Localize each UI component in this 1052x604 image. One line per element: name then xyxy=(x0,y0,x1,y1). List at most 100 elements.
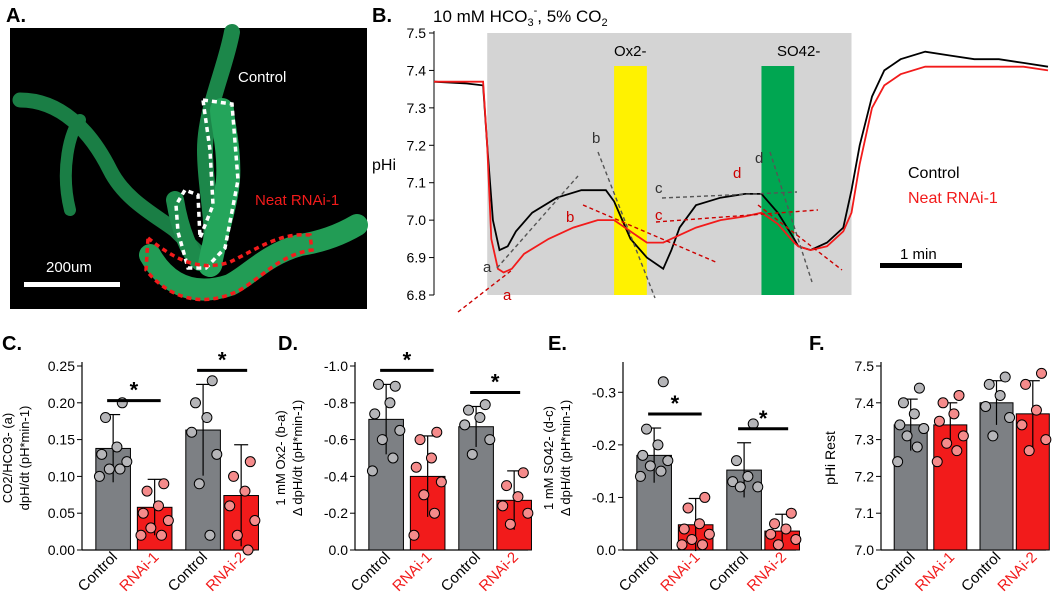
data-point xyxy=(158,478,170,490)
bar-y-label-line1: 1 mM Ox2- (b-a) xyxy=(273,410,288,505)
bar-category-label: Control xyxy=(75,549,121,595)
data-point xyxy=(655,465,667,477)
panel-e-letter: E. xyxy=(548,333,567,355)
data-point xyxy=(769,518,781,530)
data-point xyxy=(730,455,742,467)
data-point xyxy=(652,439,664,451)
data-point xyxy=(410,461,422,473)
legend-control: Control xyxy=(908,165,960,182)
bar-category-label: RNAi-1 xyxy=(116,549,162,595)
data-point xyxy=(145,522,157,534)
data-point xyxy=(682,502,694,514)
data-point xyxy=(641,423,653,435)
bar-y-label-line2: dpH/dt (pH*min-1) xyxy=(17,406,32,511)
condition-sub3: 3 xyxy=(527,17,533,29)
bar-category-label: RNAi-1 xyxy=(657,549,703,595)
panel-a-letter: A. xyxy=(6,5,26,27)
marker-a-rnai: a xyxy=(503,287,512,304)
data-point xyxy=(189,397,201,409)
slope-line-c-control xyxy=(661,191,798,199)
data-point xyxy=(897,397,909,409)
slope-line-b-control xyxy=(597,151,656,299)
data-point xyxy=(431,426,443,438)
trace-y-tick-label: 7.0 xyxy=(407,212,427,228)
data-point xyxy=(242,544,254,556)
trace-y-label: pHi xyxy=(372,157,396,174)
data-point xyxy=(892,456,904,468)
data-point xyxy=(429,507,441,519)
data-point xyxy=(389,380,401,392)
data-point xyxy=(948,408,960,420)
data-point xyxy=(111,441,123,453)
data-point xyxy=(987,430,999,442)
data-point xyxy=(780,523,792,535)
data-point xyxy=(785,507,797,519)
trace-y-tick-label: 6.8 xyxy=(407,287,427,303)
trace-y-tick-label: 7.2 xyxy=(407,137,427,153)
bar-y-tick-label: -0.1 xyxy=(592,489,616,505)
data-point xyxy=(373,378,385,390)
sulfate-bar xyxy=(761,66,795,295)
bar-y-tick-label: 0.05 xyxy=(48,505,75,521)
data-point xyxy=(1040,434,1052,446)
trace-y-tick-label: 7.3 xyxy=(407,100,427,116)
condition-sup: - xyxy=(534,5,538,17)
data-point xyxy=(1016,419,1028,431)
data-point xyxy=(96,448,108,460)
slope-line-b-rnai xyxy=(582,204,719,264)
data-point xyxy=(742,470,754,482)
data-point xyxy=(657,376,669,388)
data-point xyxy=(752,481,764,493)
data-point xyxy=(204,529,216,541)
data-point xyxy=(637,449,649,461)
data-point xyxy=(435,476,447,488)
data-point xyxy=(918,423,930,435)
bar-category-label: RNAi-1 xyxy=(912,549,958,595)
data-point xyxy=(93,470,105,482)
marker-a-control: a xyxy=(483,259,492,276)
data-point xyxy=(384,397,396,409)
data-point xyxy=(103,463,115,475)
trace-y-tick-label: 7.4 xyxy=(407,62,427,78)
condition-main: 10 mM HCO xyxy=(433,7,527,26)
bar-y-tick-label: 7.5 xyxy=(855,358,875,374)
data-point xyxy=(933,415,945,427)
bar-y-tick-label: -1.0 xyxy=(324,358,348,374)
data-point xyxy=(937,397,949,409)
data-point xyxy=(693,518,705,530)
slope-line-a-rnai xyxy=(457,269,513,313)
data-point xyxy=(522,507,534,519)
data-point xyxy=(634,470,646,482)
data-point xyxy=(1036,367,1048,379)
ph-trace-plot: 7.5 7.4 7.3 7.2 7.1 7.0 6.9 6.8 aa b b cc dd xyxy=(407,25,1049,313)
data-point xyxy=(201,412,213,424)
data-point xyxy=(941,437,953,449)
legend-rnai: Neat RNAi-1 xyxy=(908,190,998,207)
bar-y-tick-label: 7.2 xyxy=(855,468,875,484)
trace-y-tick-label: 7.5 xyxy=(407,25,427,41)
data-point xyxy=(1023,445,1035,457)
control-outline xyxy=(174,97,240,270)
bar-y-tick-label: 0.10 xyxy=(48,468,75,484)
trace-y-tick-label: 7.1 xyxy=(407,175,427,191)
bar-y-label-line1: 1 mM SO42- (d-c) xyxy=(541,406,556,510)
bar-y-tick-label: -0.8 xyxy=(324,395,348,411)
data-point xyxy=(206,375,218,387)
panel-d-letter: D. xyxy=(278,333,298,355)
condition-rest: , 5% CO xyxy=(537,7,601,26)
significance-star: * xyxy=(403,347,412,372)
bar-category-label: RNAi-2 xyxy=(744,549,790,595)
slope-line-c-rnai xyxy=(655,209,819,223)
significance-star: * xyxy=(759,406,768,431)
so4-label: SO42- xyxy=(777,43,820,60)
data-point xyxy=(414,434,426,446)
condition-sub2: 2 xyxy=(602,17,608,29)
oxalate-bar xyxy=(614,66,647,295)
marker-d-rnai: d xyxy=(733,165,741,182)
data-point xyxy=(676,539,688,551)
data-point xyxy=(231,529,243,541)
data-point xyxy=(911,441,923,453)
panel-b-letter: B. xyxy=(372,5,392,27)
significance-star: * xyxy=(491,369,500,394)
data-point xyxy=(951,445,963,457)
